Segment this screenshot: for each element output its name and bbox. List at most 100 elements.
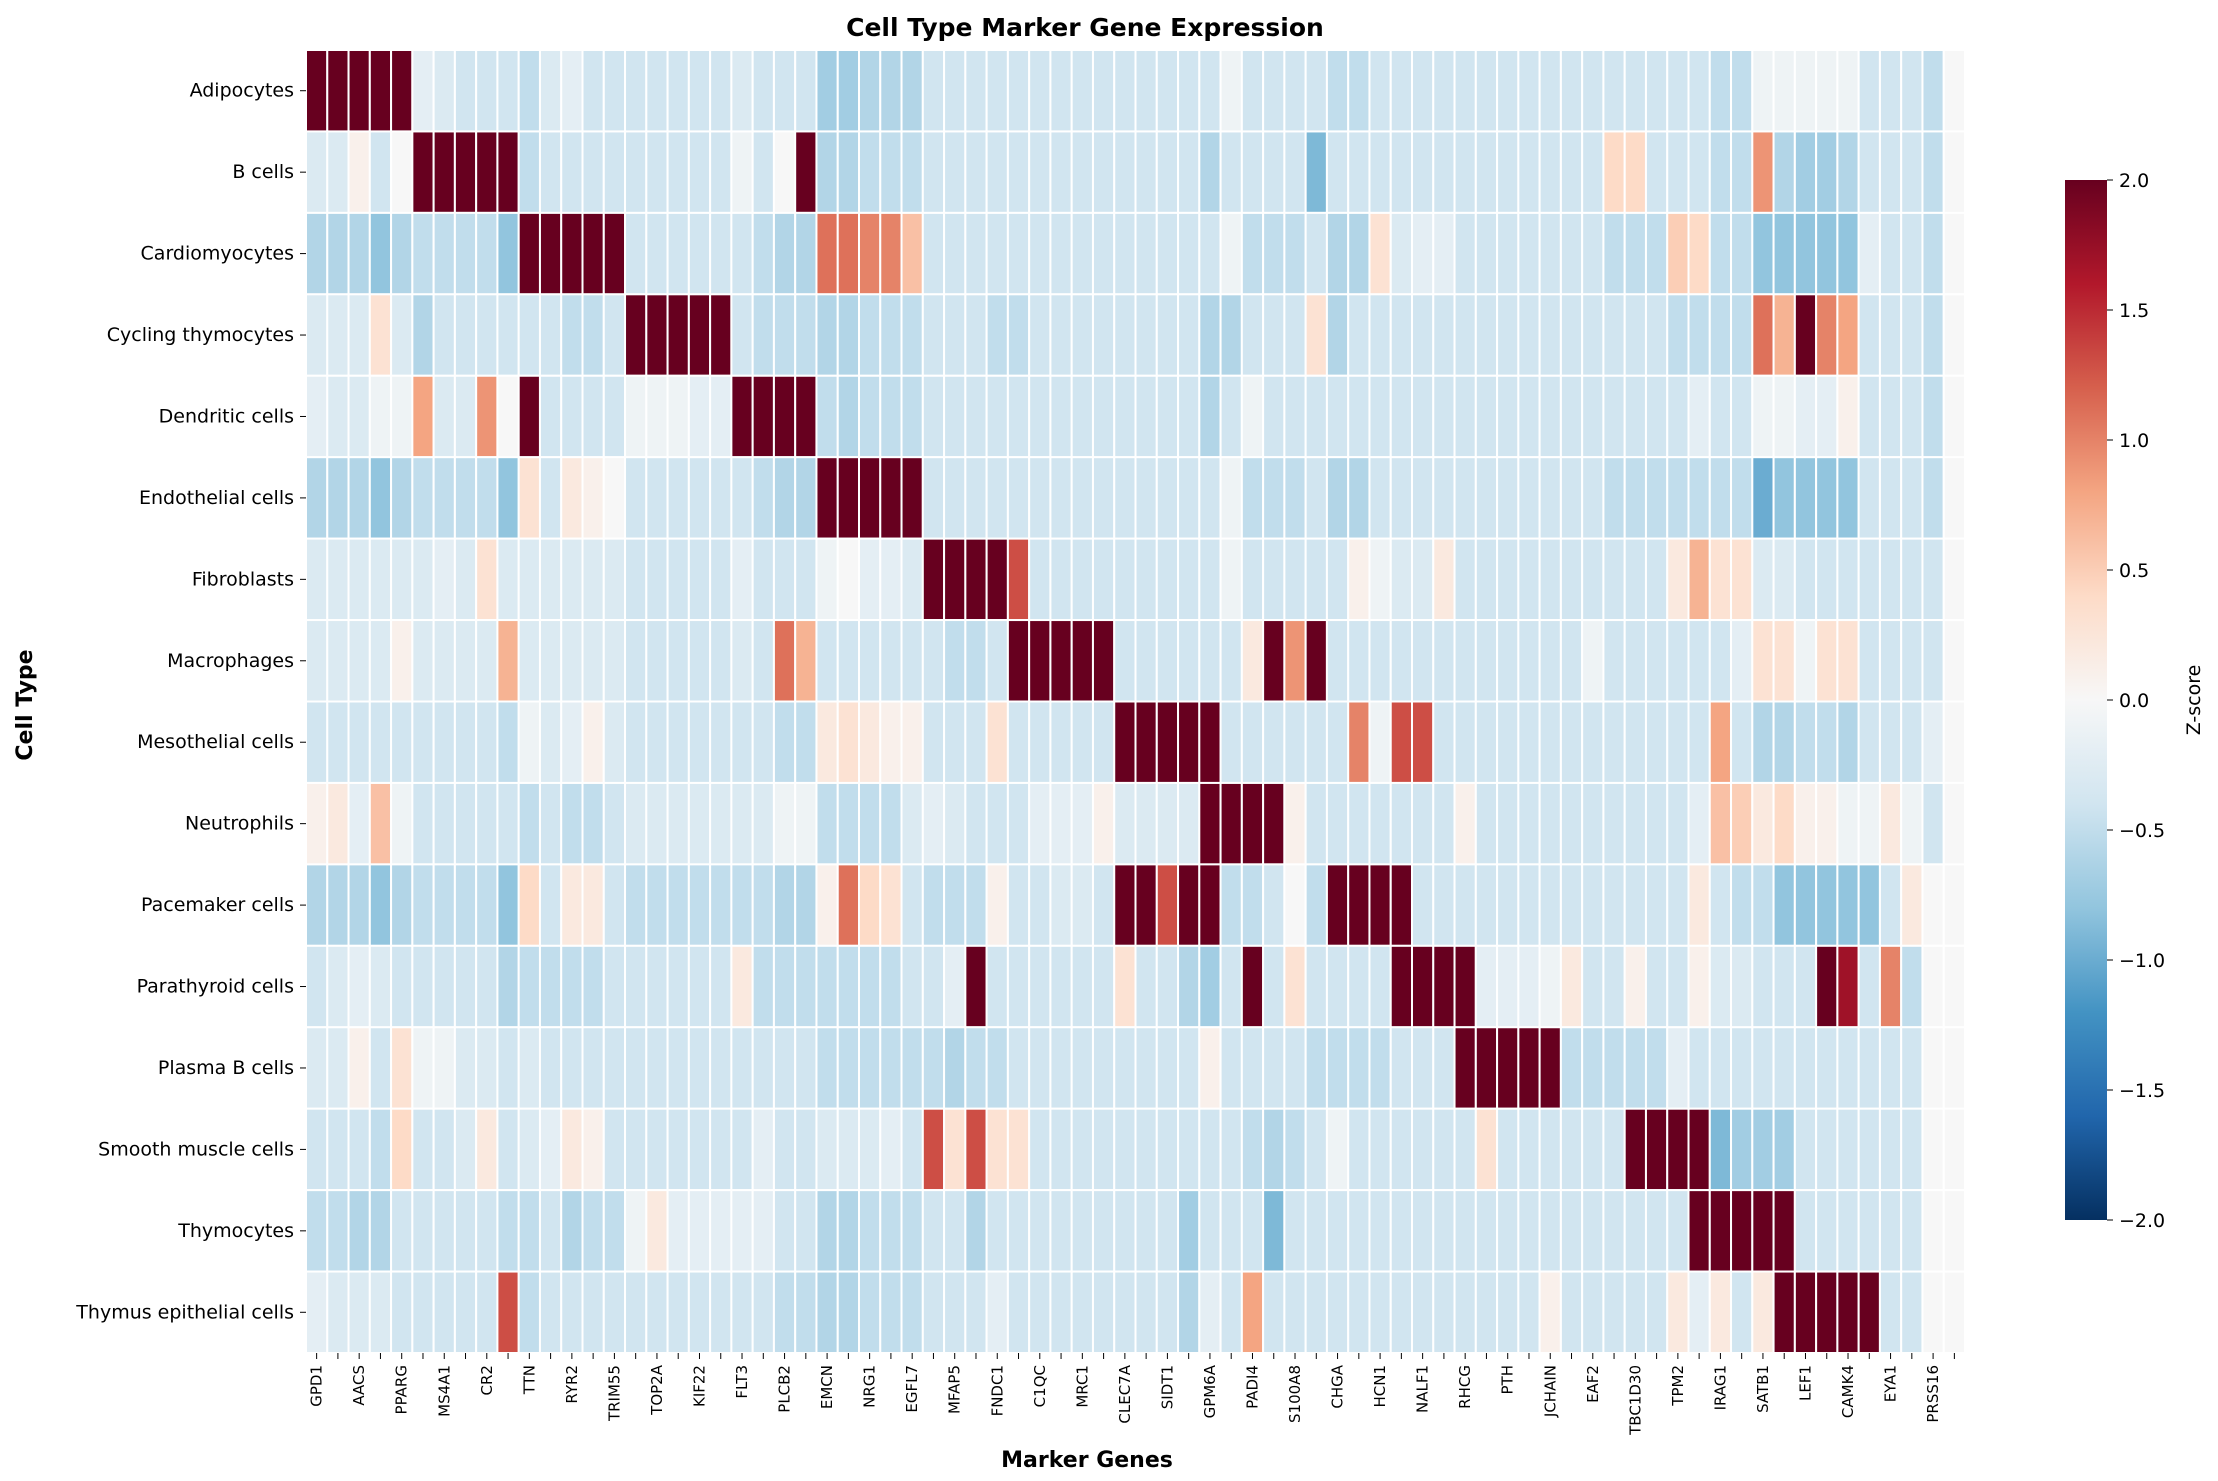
heatmap-cell bbox=[1921, 863, 1945, 947]
heatmap-cell bbox=[411, 49, 435, 133]
heatmap-cell bbox=[1198, 537, 1222, 622]
heatmap-cell bbox=[581, 1026, 605, 1110]
x-tick-label: NALF1 bbox=[1414, 1365, 1432, 1413]
heatmap-cell bbox=[985, 700, 1009, 784]
heatmap-cell bbox=[879, 1189, 903, 1273]
heatmap-cell bbox=[1900, 619, 1924, 703]
heatmap-cell bbox=[411, 944, 435, 1029]
heatmap-cell bbox=[1325, 456, 1350, 540]
heatmap-cell bbox=[1900, 1026, 1924, 1110]
heatmap-cell bbox=[1687, 49, 1711, 133]
heatmap-cell bbox=[1644, 49, 1669, 133]
heatmap-cell bbox=[1432, 619, 1456, 703]
heatmap-cell bbox=[517, 374, 541, 459]
heatmap-cell bbox=[1602, 619, 1626, 703]
heatmap-cell bbox=[496, 537, 520, 622]
x-tick-label: EAF2 bbox=[1584, 1365, 1602, 1403]
heatmap-cells bbox=[305, 49, 1966, 1355]
heatmap-cell bbox=[687, 293, 712, 377]
x-tick-label: FNDC1 bbox=[988, 1365, 1006, 1416]
heatmap-cell bbox=[1070, 456, 1094, 540]
heatmap-cell bbox=[1836, 211, 1860, 296]
heatmap-cell bbox=[1730, 781, 1754, 866]
heatmap-cell bbox=[1496, 130, 1520, 214]
heatmap-cell bbox=[1815, 1270, 1839, 1355]
heatmap-cell bbox=[1219, 49, 1243, 133]
heatmap-cell bbox=[1857, 1270, 1881, 1355]
heatmap-cell bbox=[475, 619, 499, 703]
heatmap-cell bbox=[1942, 211, 1966, 296]
heatmap-cell bbox=[815, 700, 839, 784]
heatmap-cell bbox=[1666, 374, 1690, 459]
heatmap-cell bbox=[1921, 374, 1945, 459]
heatmap-cell bbox=[1283, 537, 1307, 622]
heatmap-cell bbox=[411, 863, 435, 947]
heatmap-cell bbox=[1793, 211, 1818, 296]
heatmap-cell bbox=[1177, 619, 1201, 703]
heatmap-cell bbox=[921, 293, 946, 377]
heatmap-cell bbox=[475, 863, 499, 947]
heatmap-cell bbox=[1581, 1107, 1605, 1192]
heatmap-cell bbox=[1049, 537, 1073, 622]
heatmap-cell bbox=[1815, 130, 1839, 214]
heatmap-cell bbox=[1517, 1026, 1541, 1110]
heatmap-cell bbox=[1517, 211, 1541, 296]
heatmap-cell bbox=[1602, 1107, 1626, 1192]
heatmap-cell bbox=[1262, 619, 1286, 703]
heatmap-cell bbox=[624, 456, 648, 540]
heatmap-cell bbox=[1411, 456, 1435, 540]
heatmap-cell bbox=[1836, 49, 1860, 133]
heatmap-cell bbox=[964, 700, 988, 784]
heatmap-cell bbox=[432, 1189, 456, 1273]
heatmap-cell bbox=[1751, 700, 1775, 784]
heatmap-cell bbox=[1432, 456, 1456, 540]
heatmap-cell bbox=[432, 456, 456, 540]
heatmap-cell bbox=[1155, 863, 1180, 947]
heatmap-cell bbox=[1517, 863, 1541, 947]
heatmap-cell bbox=[1219, 537, 1243, 622]
heatmap-cell bbox=[453, 863, 478, 947]
heatmap-cell bbox=[347, 293, 371, 377]
heatmap-cell bbox=[411, 1107, 435, 1192]
heatmap-cell bbox=[836, 700, 860, 784]
heatmap-cell bbox=[1921, 537, 1945, 622]
heatmap-cell bbox=[1304, 619, 1328, 703]
heatmap-cell bbox=[1091, 863, 1116, 947]
heatmap-cell bbox=[1325, 293, 1350, 377]
heatmap-cell bbox=[1262, 781, 1286, 866]
heatmap-cell bbox=[1049, 781, 1073, 866]
heatmap-cell bbox=[1836, 456, 1860, 540]
heatmap-cell bbox=[347, 1107, 371, 1192]
heatmap-cell bbox=[772, 49, 797, 133]
heatmap-cell bbox=[943, 456, 967, 540]
heatmap-cell bbox=[815, 1189, 839, 1273]
heatmap-cell bbox=[368, 374, 393, 459]
heatmap-cell bbox=[1921, 1107, 1945, 1192]
heatmap-cell bbox=[985, 293, 1009, 377]
heatmap-cell bbox=[1857, 863, 1881, 947]
heatmap-cell bbox=[1411, 293, 1435, 377]
heatmap-cell bbox=[1070, 1270, 1094, 1355]
heatmap-cell bbox=[836, 944, 860, 1029]
heatmap-cell bbox=[1325, 1270, 1350, 1355]
heatmap-cell bbox=[1347, 293, 1371, 377]
heatmap-cell bbox=[517, 49, 541, 133]
heatmap-cell bbox=[751, 49, 775, 133]
heatmap-cell bbox=[1134, 1026, 1158, 1110]
heatmap-cell bbox=[1751, 863, 1775, 947]
heatmap-cell bbox=[1368, 1270, 1392, 1355]
heatmap-cell bbox=[1262, 1026, 1286, 1110]
heatmap-cell bbox=[560, 700, 584, 784]
heatmap-cell bbox=[1687, 944, 1711, 1029]
heatmap-cell bbox=[645, 211, 669, 296]
heatmap-cell bbox=[1602, 781, 1626, 866]
heatmap-cell bbox=[1070, 49, 1094, 133]
heatmap-cell bbox=[1134, 781, 1158, 866]
heatmap-cell bbox=[1006, 1189, 1031, 1273]
heatmap-cell bbox=[1602, 863, 1626, 947]
heatmap-cell bbox=[1474, 700, 1499, 784]
heatmap-cell bbox=[1177, 1270, 1201, 1355]
heatmap-cell bbox=[326, 700, 350, 784]
heatmap-cell bbox=[1432, 944, 1456, 1029]
heatmap-cell bbox=[964, 211, 988, 296]
